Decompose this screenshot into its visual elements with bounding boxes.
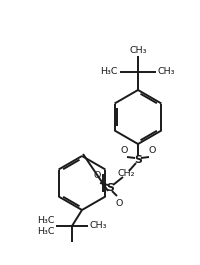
Text: CH₂: CH₂ (117, 170, 135, 179)
Text: H₃C: H₃C (38, 227, 55, 236)
Text: H₃C: H₃C (38, 216, 55, 225)
Text: O: O (120, 146, 128, 155)
Text: S: S (134, 155, 142, 165)
Text: CH₃: CH₃ (89, 222, 106, 231)
Text: CH₃: CH₃ (129, 46, 147, 55)
Text: S: S (106, 183, 114, 193)
Text: O: O (148, 146, 156, 155)
Text: O: O (93, 171, 101, 180)
Text: H₃C: H₃C (101, 68, 118, 77)
Text: O: O (115, 199, 123, 208)
Text: CH₃: CH₃ (158, 68, 176, 77)
